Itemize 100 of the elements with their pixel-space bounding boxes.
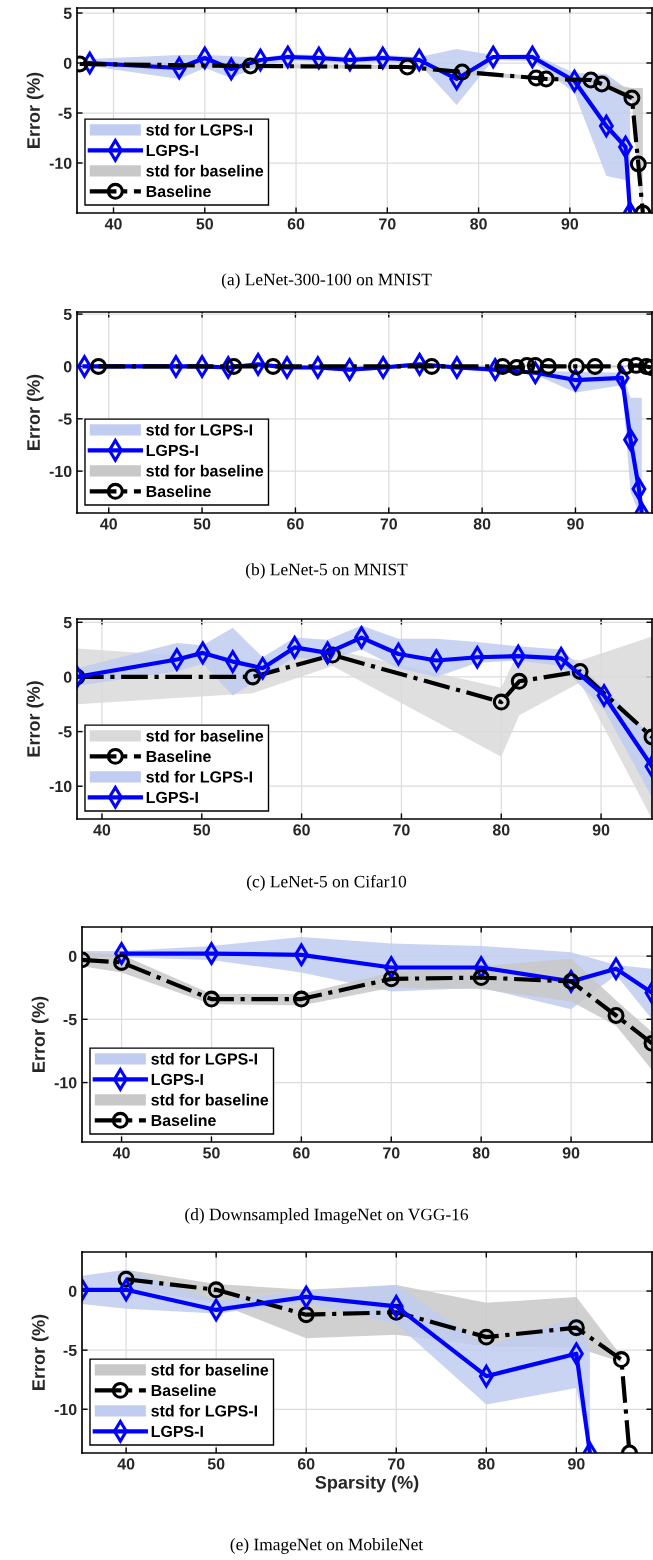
legend-label: LGPS-I: [146, 144, 198, 157]
point: [629, 155, 647, 173]
point: [593, 75, 611, 93]
x-tick-label: 60: [293, 824, 310, 836]
x-tick-label: 70: [379, 218, 396, 230]
x-tick-label: 40: [117, 1458, 135, 1470]
y-tick-label: -5: [58, 726, 72, 738]
y-tick-label: 0: [63, 57, 72, 69]
x-tick-label: 50: [207, 1458, 225, 1470]
point: [241, 57, 259, 75]
point: [423, 357, 441, 375]
point: [477, 1328, 495, 1346]
legend-label: std for baseline: [146, 164, 264, 177]
x-tick-label: 40: [112, 1147, 130, 1159]
x-tick-label: 60: [297, 1458, 315, 1470]
point: [398, 58, 416, 76]
legend-label: LGPS-I: [151, 1425, 203, 1438]
x-tick-label: 40: [104, 218, 122, 230]
y-axis-title: Error (%): [26, 681, 44, 757]
y-tick-label: -5: [63, 1344, 77, 1357]
point: [472, 969, 490, 987]
point: [567, 1319, 585, 1337]
y-tick-label: -10: [54, 1403, 77, 1416]
legend-label: Baseline: [146, 750, 211, 763]
text: (b) LeNet-5 on MNIST: [246, 563, 408, 579]
x-tick-label: 80: [470, 218, 487, 230]
point: [297, 1306, 315, 1324]
text: (d) Downsampled ImageNet on VGG-16: [185, 1208, 469, 1224]
y-tick-label: 0: [63, 361, 72, 373]
legend-label: Baseline: [151, 1384, 216, 1397]
point: [527, 69, 545, 87]
legend-label: std for baseline: [151, 1363, 269, 1376]
point: [607, 1007, 625, 1024]
y-tick-label: -5: [58, 107, 72, 119]
text: (e) ImageNet on MobileNet: [230, 1538, 424, 1554]
x-tick-label: 60: [287, 518, 304, 530]
point: [207, 1281, 225, 1299]
x-tick-label: 90: [568, 1458, 585, 1470]
point: [627, 356, 645, 374]
legend-label: std for LGPS-I: [151, 1404, 257, 1417]
legend-label: std for baseline: [146, 464, 264, 477]
point: [225, 357, 243, 375]
point: [539, 357, 557, 375]
text: (a) LeNet-300-100 on MNIST: [221, 273, 432, 289]
point: [113, 953, 131, 971]
legend-label: LGPS-I: [151, 1073, 203, 1086]
point: [382, 970, 400, 988]
y-axis-title: Error (%): [26, 72, 44, 148]
text: (c) LeNet-5 on Cifar10: [247, 875, 407, 891]
point: [526, 356, 544, 374]
y-tick-label: 0: [68, 1285, 77, 1297]
legend-label: LGPS-I: [146, 444, 198, 457]
point: [89, 357, 107, 375]
y-tick-label: -10: [49, 157, 72, 169]
point: [264, 357, 282, 375]
point: [510, 672, 528, 690]
y-tick-label: 0: [63, 671, 72, 683]
x-tick-label: 90: [567, 518, 584, 530]
x-tick-label: 50: [203, 1147, 220, 1159]
y-axis-title: Error (%): [31, 996, 49, 1072]
point: [586, 357, 604, 375]
x-tick-label: 50: [193, 518, 211, 530]
point: [292, 990, 310, 1008]
point: [492, 693, 510, 711]
legend-label: std for LGPS-I: [151, 1052, 257, 1065]
legend-label: Baseline: [146, 185, 211, 198]
y-tick-label: -10: [49, 465, 72, 478]
y-tick-label: -5: [58, 413, 72, 425]
point: [612, 1351, 630, 1369]
y-tick-label: 5: [63, 617, 72, 629]
legend-label: std for LGPS-I: [146, 770, 252, 783]
x-tick-label: 90: [562, 1147, 580, 1159]
x-tick-label: 50: [193, 824, 211, 836]
point: [537, 70, 555, 88]
x-tick-label: 40: [100, 518, 117, 530]
y-axis-title: Error (%): [26, 374, 44, 450]
legend-label: std for baseline: [151, 1093, 269, 1106]
x-tick-label: 70: [383, 1147, 400, 1159]
x-tick-label: 80: [492, 824, 510, 836]
x-tick-label: 60: [287, 218, 305, 230]
legend-label: LGPS-I: [146, 791, 198, 804]
point: [582, 71, 600, 89]
y-tick-label: 5: [63, 308, 72, 321]
y-tick-label: -10: [54, 1077, 77, 1089]
y-axis-title: Error (%): [31, 1314, 49, 1390]
x-tick-label: 70: [393, 824, 410, 836]
point: [494, 357, 512, 375]
legend-label: std for LGPS-I: [146, 423, 252, 436]
point: [453, 63, 471, 81]
x-tick-label: 40: [93, 824, 111, 836]
x-tick-label: 90: [592, 824, 610, 836]
point: [244, 668, 262, 686]
y-tick-label: -10: [49, 780, 72, 793]
x-tick-label: 50: [196, 218, 214, 230]
point: [623, 89, 641, 107]
point: [567, 357, 585, 375]
legend-label: Baseline: [151, 1114, 216, 1127]
x-tick-label: 90: [561, 218, 579, 230]
x-tick-label: 80: [477, 1458, 495, 1470]
point: [508, 359, 526, 376]
